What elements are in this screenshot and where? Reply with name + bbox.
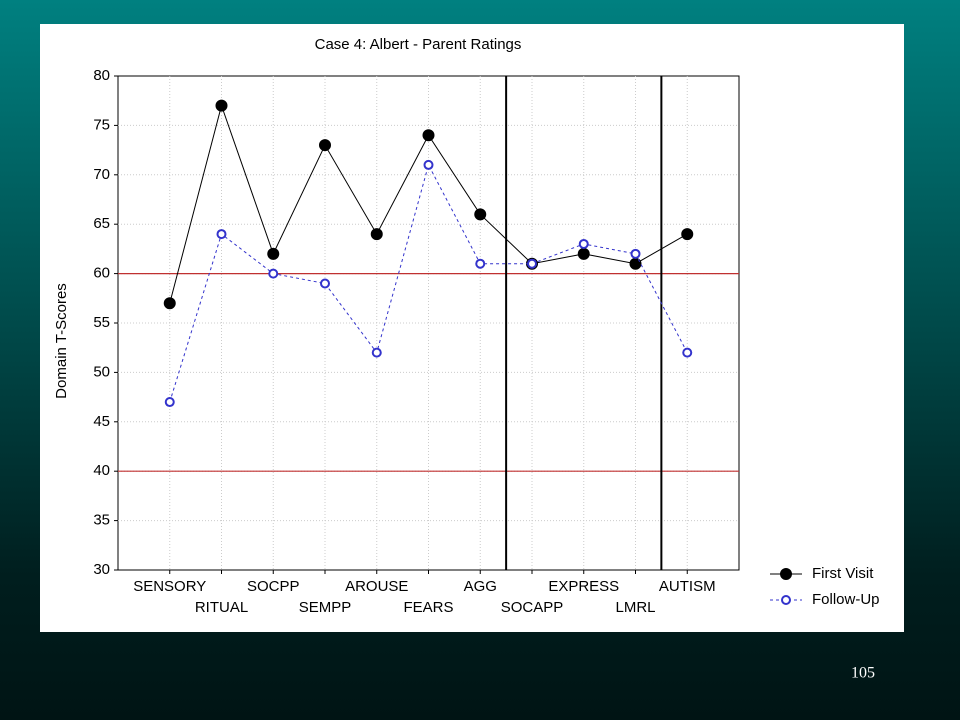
x-tick-label: SENSORY [133, 578, 206, 595]
data-point [371, 347, 382, 358]
x-tick-label: LMRL [615, 599, 655, 616]
data-point [682, 347, 693, 358]
data-point [320, 278, 330, 289]
x-tick-label: RITUAL [195, 599, 248, 616]
data-point [216, 229, 227, 240]
data-point [422, 129, 435, 142]
y-tick-label: 70 [93, 166, 110, 183]
data-point [215, 99, 228, 112]
y-tick-label: 80 [93, 67, 110, 84]
legend-label: Follow-Up [812, 591, 880, 608]
x-tick-label: SOCAPP [501, 599, 564, 616]
data-point [578, 238, 589, 249]
legend-marker [780, 568, 792, 580]
data-point [164, 397, 175, 408]
y-tick-label: 55 [93, 314, 110, 331]
y-tick-label: 45 [93, 413, 110, 430]
x-tick-label: AROUSE [345, 578, 408, 595]
data-point [681, 228, 694, 241]
data-point [163, 297, 176, 310]
y-tick-label: 40 [93, 462, 110, 479]
y-tick-label: 65 [93, 215, 110, 232]
chart-title: Case 4: Albert - Parent Ratings [315, 36, 522, 53]
x-tick-label: AGG [464, 578, 497, 595]
legend-marker [781, 595, 791, 605]
y-tick-label: 35 [93, 512, 110, 529]
x-tick-label: EXPRESS [548, 578, 619, 595]
data-point [423, 159, 434, 170]
x-tick-label: SOCPP [247, 578, 300, 595]
data-point [370, 228, 383, 241]
y-tick-label: 50 [93, 363, 110, 380]
y-axis-label: Domain T-Scores [53, 283, 70, 399]
x-tick-label: FEARS [403, 599, 453, 616]
data-point [268, 268, 279, 279]
data-point [527, 258, 537, 269]
x-tick-label: AUTISM [659, 578, 716, 595]
data-point [267, 247, 280, 260]
data-point [630, 248, 641, 259]
data-point [577, 247, 590, 260]
x-tick-label: SEMPP [299, 599, 352, 616]
slide-number: 105 [851, 665, 875, 682]
data-point [474, 208, 487, 221]
y-tick-label: 30 [93, 561, 110, 578]
data-point [475, 258, 486, 269]
data-point [319, 139, 331, 152]
y-tick-label: 75 [93, 116, 110, 133]
series-line [169, 163, 688, 403]
y-tick-label: 60 [93, 265, 110, 282]
legend-label: First Visit [812, 565, 874, 582]
